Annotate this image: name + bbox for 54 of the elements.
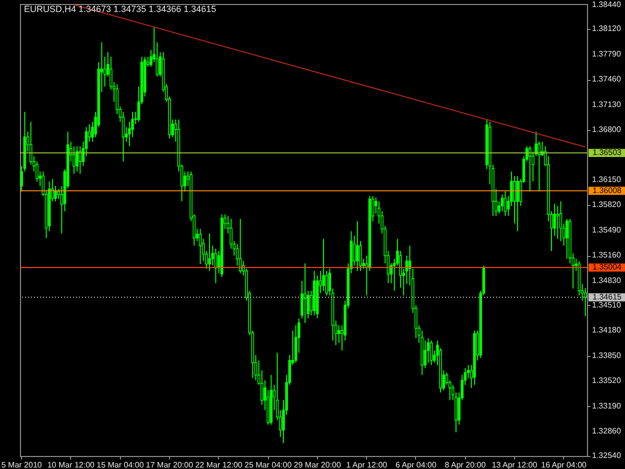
- candlestick: [559, 200, 562, 242]
- x-tick-label: 6 Apr 04:00: [395, 460, 437, 469]
- x-tick-label: 16 Apr 04:00: [541, 460, 588, 469]
- ref-line-label: 1.35004: [592, 262, 622, 272]
- candlestick: [513, 176, 516, 224]
- candlestick: [553, 203, 556, 236]
- candlestick: [556, 205, 560, 240]
- x-tick-label: 17 Mar 20:00: [146, 460, 194, 469]
- candlestick: [304, 262, 306, 324]
- x-tick-label: 10 Mar 12:00: [47, 460, 96, 469]
- candlestick: [76, 146, 78, 172]
- y-tick-label: 1.32540: [592, 451, 622, 460]
- y-tick-label: 1.33520: [592, 376, 622, 386]
- y-tick-label: 1.37130: [592, 100, 622, 109]
- x-tick-label: 1 Apr 12:00: [346, 460, 388, 469]
- ref-line-label: 1.36503: [592, 148, 622, 157]
- candlestick: [584, 288, 587, 317]
- candlestick: [208, 232, 211, 272]
- candlestick: [424, 340, 427, 369]
- y-tick-label: 1.34510: [592, 300, 622, 310]
- candlestick: [78, 146, 82, 174]
- candlestick: [516, 176, 520, 232]
- candlestick: [500, 194, 504, 212]
- y-tick-label: 1.38440: [592, 0, 622, 9]
- y-tick-label: 1.33190: [592, 401, 622, 410]
- y-tick-label: 1.32860: [592, 426, 622, 436]
- x-tick-label: 8 Apr 20:00: [444, 460, 486, 469]
- y-tick-label: 1.38120: [592, 24, 622, 34]
- candlestick: [528, 146, 532, 192]
- y-tick-label: 1.36150: [592, 174, 622, 184]
- ref-line-label: 1.34615: [592, 292, 622, 302]
- candlestick: [54, 186, 57, 202]
- candlestick: [356, 220, 359, 272]
- x-tick-label: 22 Mar 12:00: [195, 460, 243, 469]
- y-tick-label: 1.37790: [592, 49, 622, 58]
- x-tick-label: 29 Mar 20:00: [294, 460, 342, 469]
- y-tick-label: 1.33850: [592, 350, 622, 360]
- y-tick-label: 1.35490: [592, 225, 622, 234]
- y-tick-label: 1.35820: [592, 200, 622, 210]
- candlestick: [430, 340, 433, 366]
- candlestick: [565, 218, 568, 260]
- x-tick-label: 15 Mar 04:00: [96, 460, 144, 469]
- y-tick-label: 1.34830: [592, 276, 622, 285]
- candlestick: [338, 324, 340, 344]
- y-tick-label: 1.35160: [592, 250, 622, 260]
- ref-line-label: 1.36008: [592, 186, 622, 195]
- x-tick-label: 5 Mar 2010: [1, 460, 42, 469]
- candlestick: [72, 146, 76, 174]
- candlestick: [322, 238, 325, 292]
- y-tick-label: 1.34180: [592, 326, 622, 335]
- x-tick-label: 13 Apr 12:00: [492, 460, 538, 469]
- y-tick-label: 1.36800: [592, 125, 622, 134]
- y-tick-label: 1.37460: [592, 74, 622, 84]
- x-tick-label: 25 Mar 04:00: [244, 460, 292, 469]
